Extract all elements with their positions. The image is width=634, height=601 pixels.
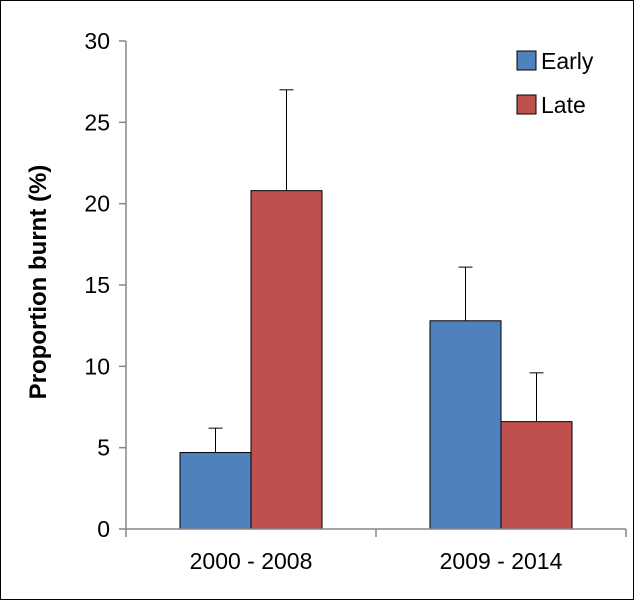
error-bars-layer (208, 89, 544, 453)
y-tick-label: 20 (84, 191, 110, 217)
y-tick-label: 5 (97, 435, 110, 461)
legend: Early Late (516, 48, 594, 118)
y-tick-label: 0 (97, 516, 110, 542)
y-tick-label: 25 (84, 109, 110, 135)
bar-late (500, 421, 573, 530)
legend-label-late: Late (541, 92, 586, 118)
y-tick-label: 10 (84, 353, 110, 379)
y-axis-title: Proportion burnt (%) (25, 165, 52, 400)
bar-early (429, 320, 502, 530)
bar-late (250, 190, 323, 530)
x-category-label: 2000 - 2008 (190, 548, 313, 574)
y-tick-label: 30 (84, 28, 110, 54)
y-tick-label: 15 (84, 272, 110, 298)
legend-swatch-early (516, 50, 537, 71)
y-ticks-layer: 0 5 10 15 20 25 30 (84, 28, 126, 542)
x-ticks-layer: 2000 - 2008 2009 - 2014 (125, 529, 627, 574)
legend-swatch-late (516, 94, 537, 115)
bars-layer (179, 190, 573, 530)
bar-early (179, 452, 252, 530)
legend-label-early: Early (541, 48, 594, 74)
x-category-label: 2009 - 2014 (440, 548, 563, 574)
